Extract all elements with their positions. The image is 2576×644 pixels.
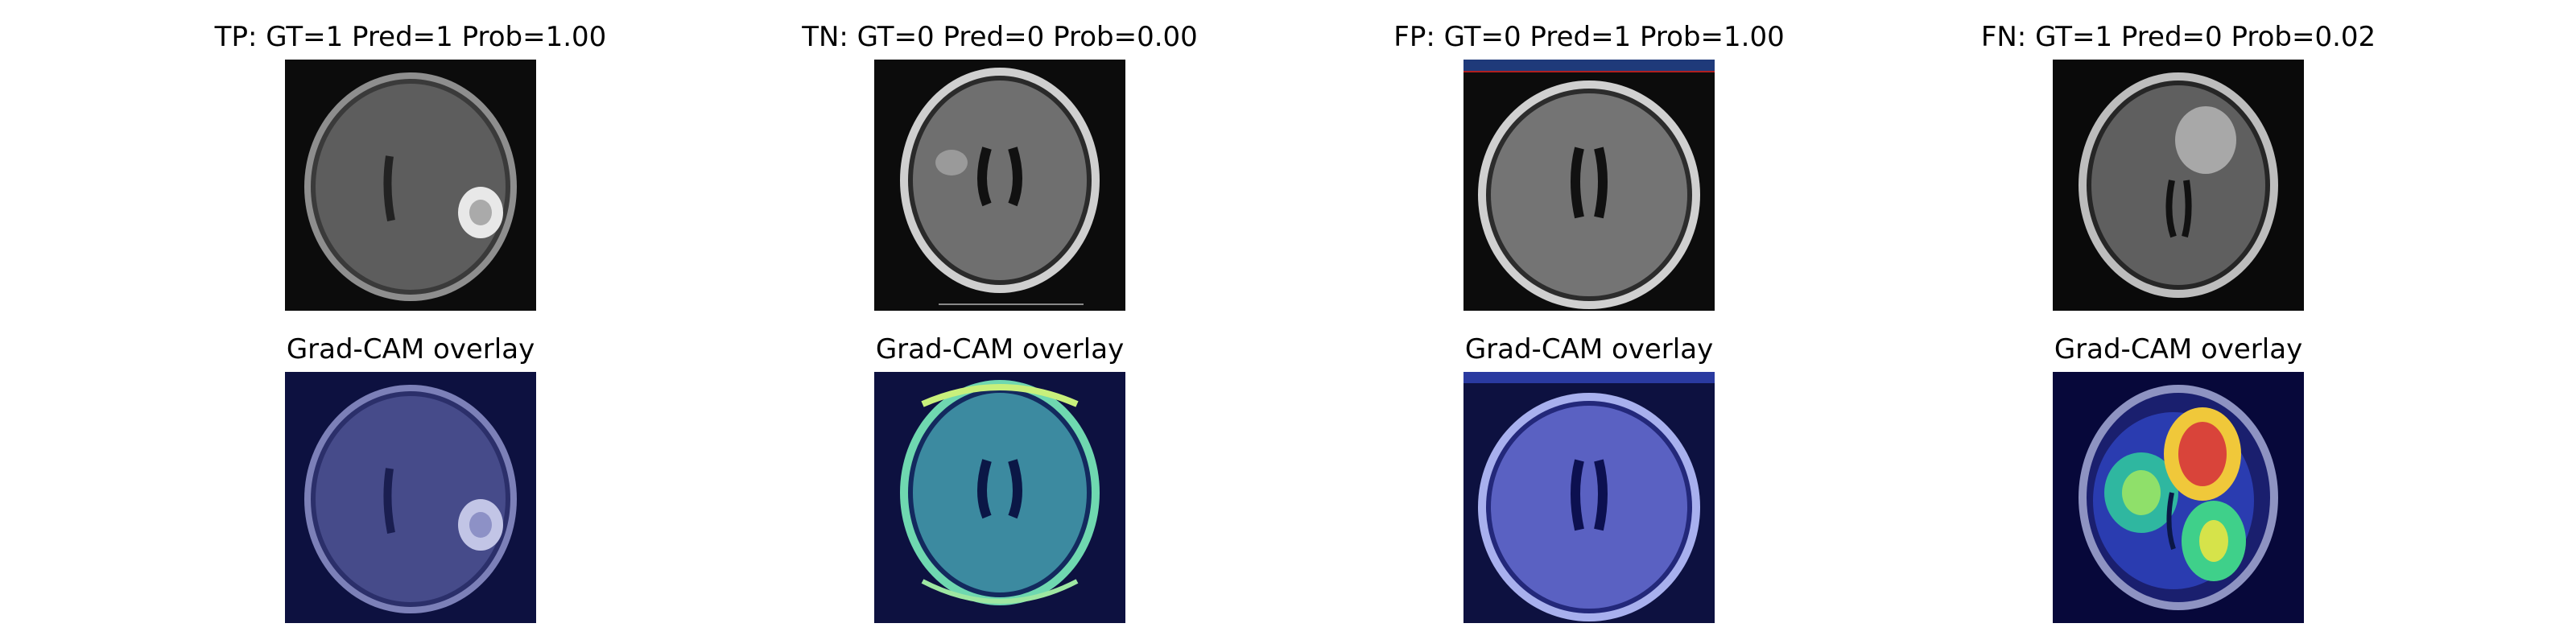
mri-image-tn xyxy=(874,60,1125,311)
panel-title-tn: TN: GT=0 Pred=0 Prob=0.00 xyxy=(718,21,1282,53)
overlay-title-fp: Grad-CAM overlay xyxy=(1307,333,1871,365)
gradcam-overlay-fn xyxy=(2053,372,2304,623)
panel-title-fp: FP: GT=0 Pred=1 Prob=1.00 xyxy=(1307,21,1871,53)
mri-image-tp xyxy=(285,60,536,311)
overlay-title-tn: Grad-CAM overlay xyxy=(718,333,1282,365)
gradcam-overlay-tn xyxy=(874,372,1125,623)
panel-title-tp: TP: GT=1 Pred=1 Prob=1.00 xyxy=(129,21,692,53)
gradcam-overlay-fp xyxy=(1463,372,1715,623)
mri-image-fp xyxy=(1463,60,1715,311)
mri-image-fn xyxy=(2053,60,2304,311)
gradcam-overlay-tp xyxy=(285,372,536,623)
panel-title-fn: FN: GT=1 Pred=0 Prob=0.02 xyxy=(1897,21,2460,53)
overlay-title-fn: Grad-CAM overlay xyxy=(1897,333,2460,365)
overlay-title-tp: Grad-CAM overlay xyxy=(129,333,692,365)
